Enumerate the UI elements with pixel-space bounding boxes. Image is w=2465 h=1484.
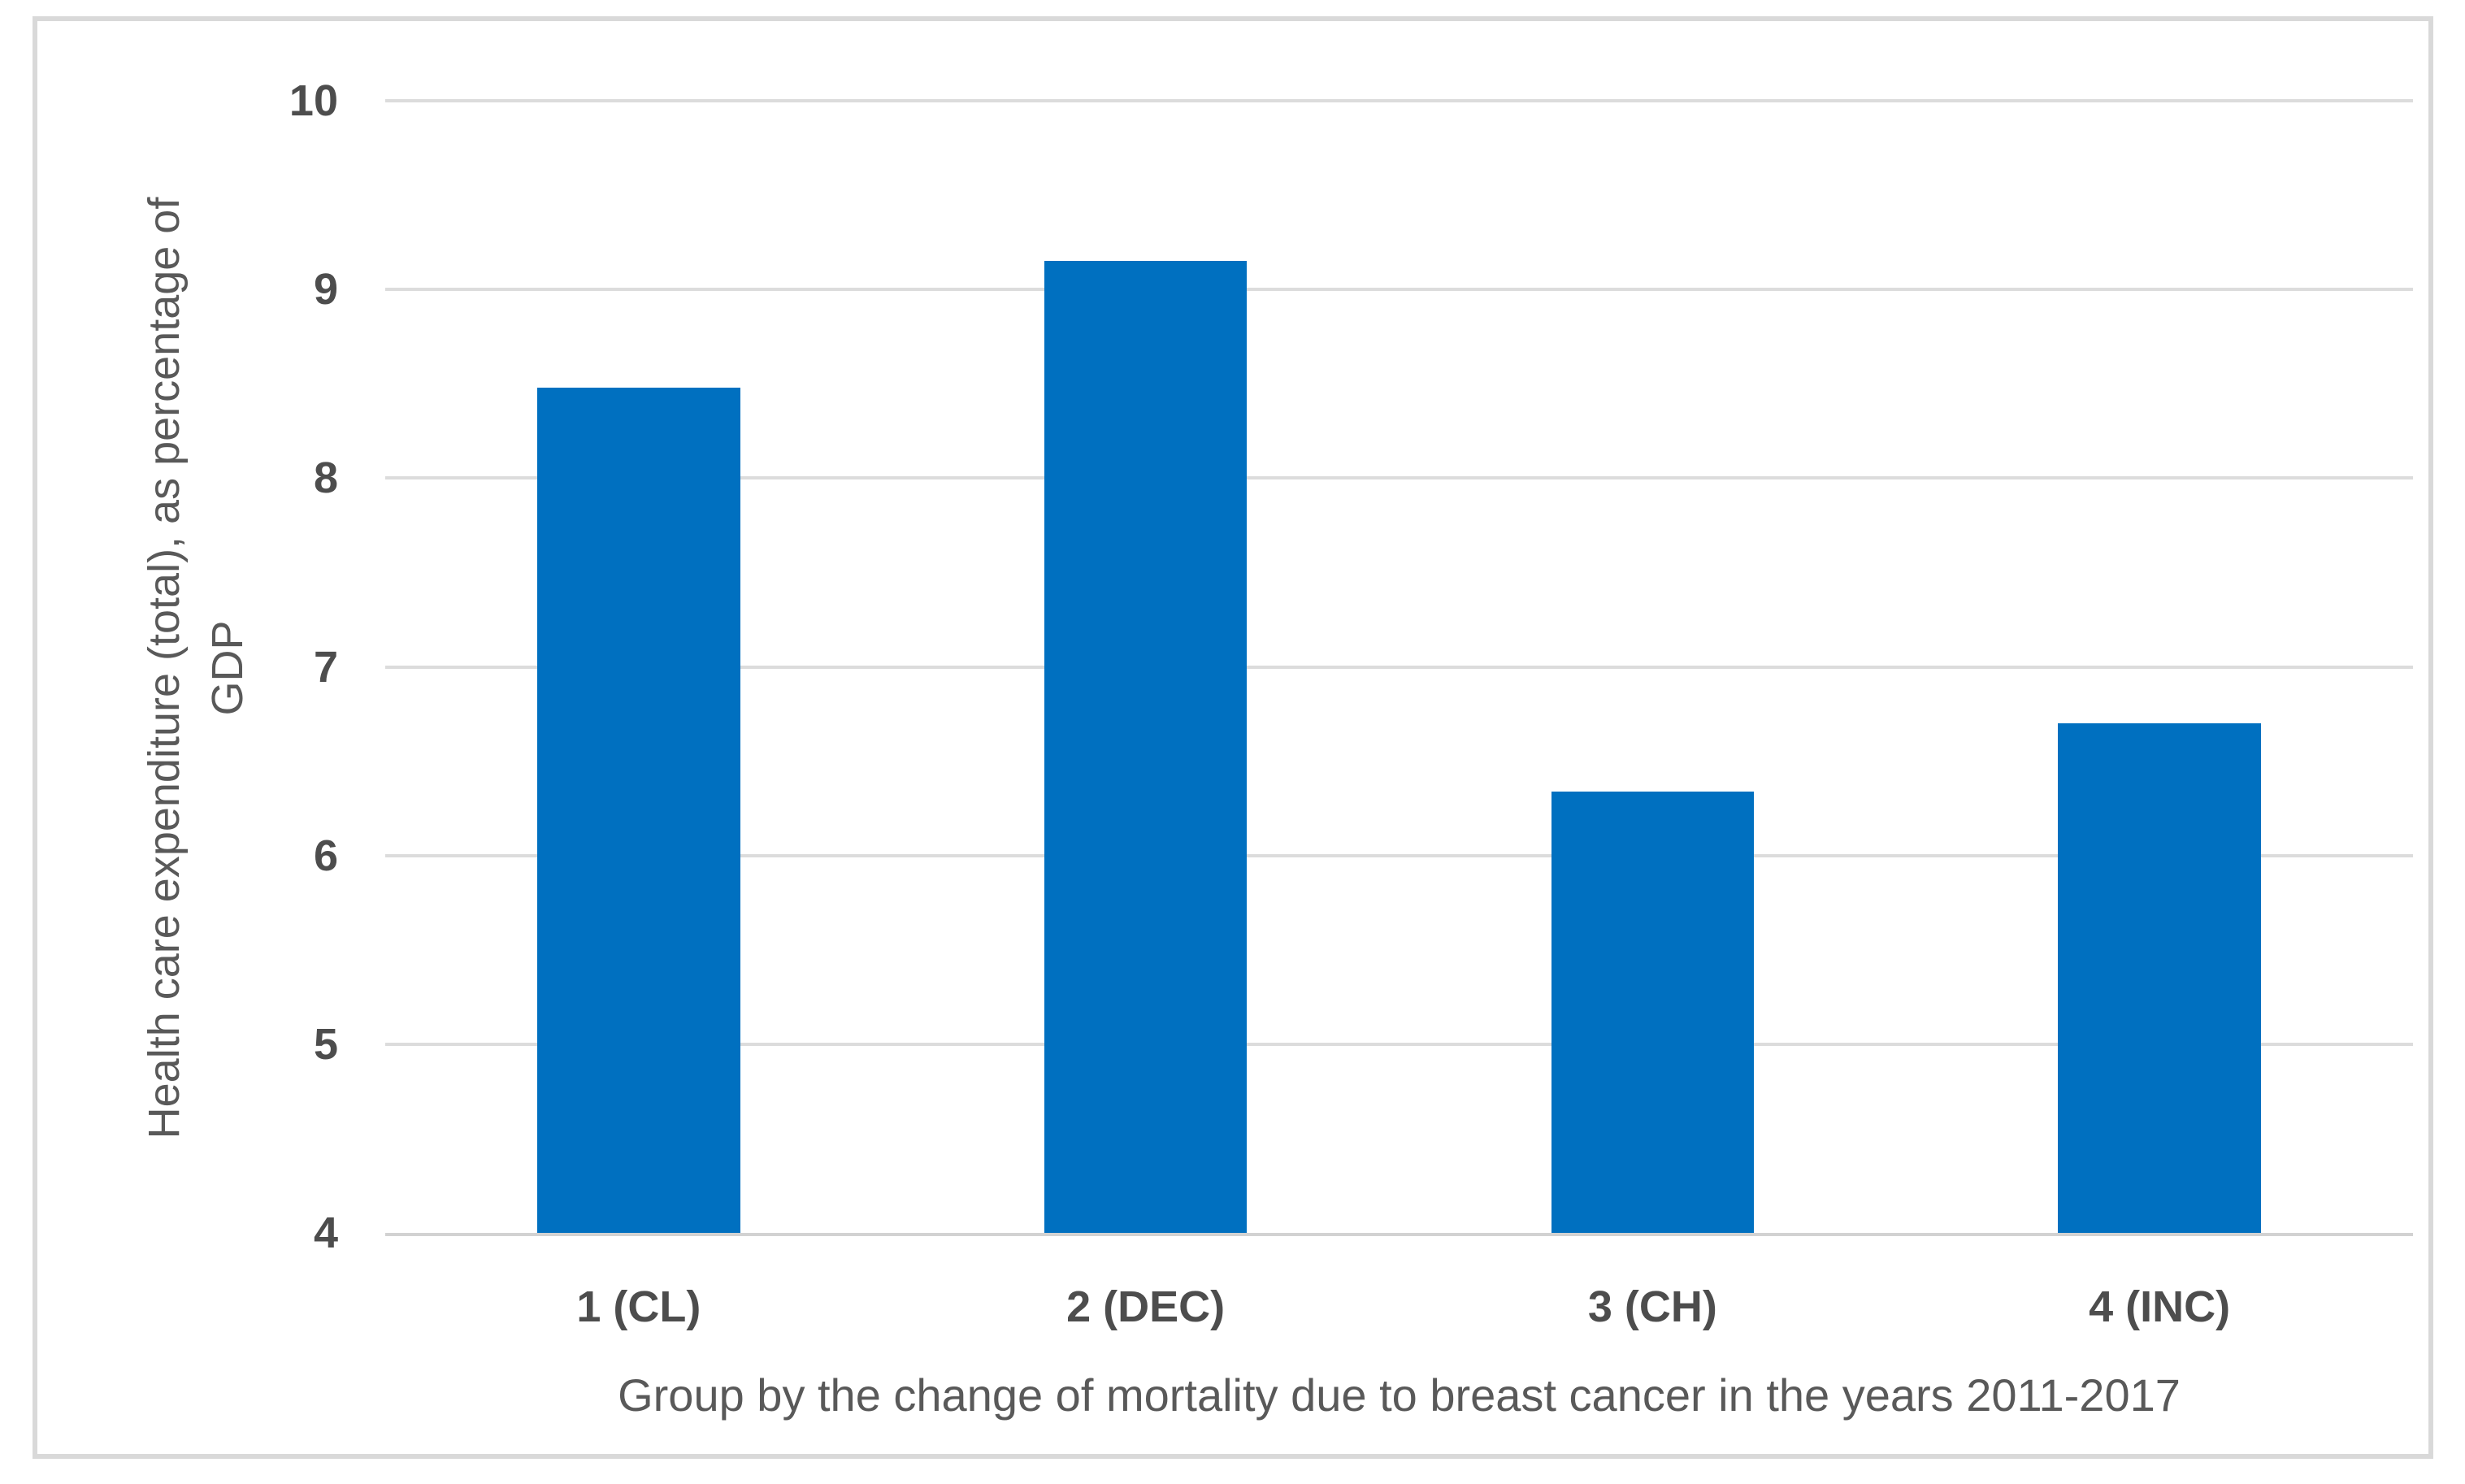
bar-4 [2058, 723, 2261, 1233]
y-tick-label-10: 10 [289, 76, 338, 125]
x-category-label-1: 1 (CL) [576, 1282, 701, 1331]
x-axis-title: Group by the change of mortality due to … [618, 1369, 2181, 1421]
x-category-label-2: 2 (DEC) [1066, 1282, 1226, 1331]
x-axis-category-labels: 1 (CL) 2 (DEC) 3 (CH) 4 (INC) [385, 1274, 2413, 1339]
y-tick-label-5: 5 [313, 1019, 338, 1069]
bar-3 [1551, 791, 1755, 1233]
gridline-y7 [385, 665, 2413, 669]
bar-1 [537, 387, 740, 1233]
gridline-y8 [385, 476, 2413, 480]
gridline-y10 [385, 99, 2413, 102]
y-tick-label-4: 4 [313, 1208, 338, 1257]
y-tick-label-7: 7 [313, 642, 338, 692]
gridline-y6 [385, 853, 2413, 857]
bar-2 [1044, 261, 1248, 1233]
gridline-y9 [385, 288, 2413, 292]
plot-area [385, 99, 2413, 1236]
y-tick-label-6: 6 [313, 831, 338, 880]
chart-border: Health care expenditure (total), as perc… [33, 16, 2433, 1459]
x-category-label-3: 3 (CH) [1587, 1282, 1717, 1331]
y-tick-label-8: 8 [313, 453, 338, 503]
gridline-y5 [385, 1042, 2413, 1046]
y-tick-label-9: 9 [313, 265, 338, 315]
y-axis-ticks: 10 9 8 7 6 5 4 [184, 76, 338, 1257]
x-category-label-4: 4 (INC) [2089, 1282, 2231, 1331]
